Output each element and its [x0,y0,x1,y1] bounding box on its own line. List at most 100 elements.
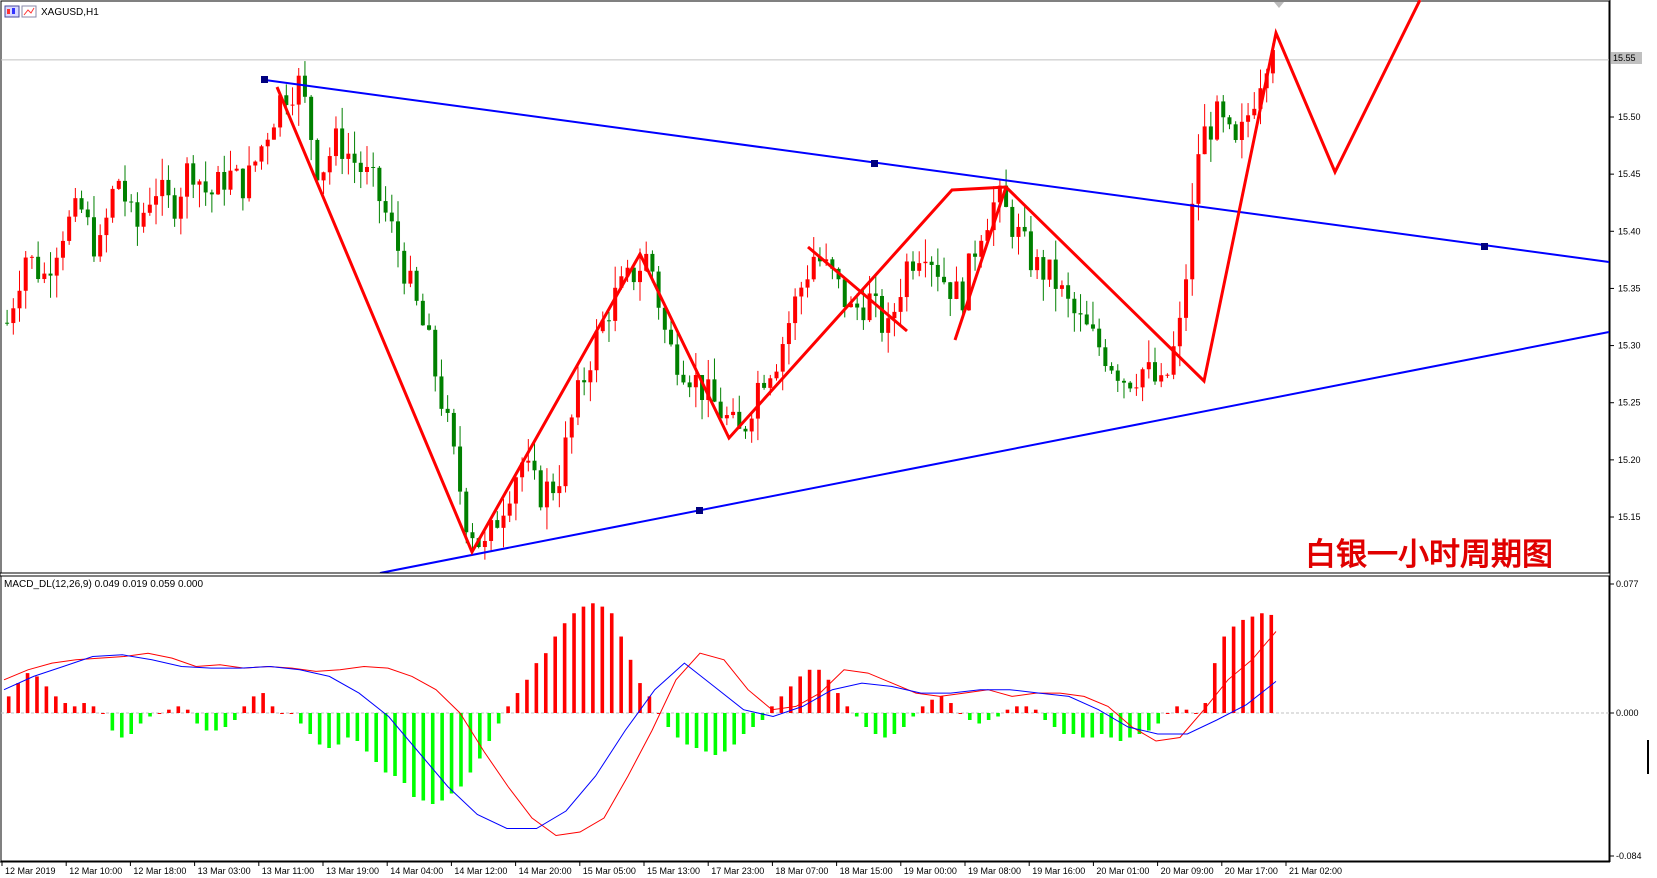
candle-body [1103,347,1108,367]
price-tick-label: 15.40 [1618,226,1641,236]
macd-histogram-bar [732,713,737,745]
time-axis[interactable]: 12 Mar 2019 12 Mar 10:00 12 Mar 18:00 13 Ma… [0,861,1610,876]
candle-body [327,156,332,173]
price-axis[interactable]: 15.50 15.45 15.40 15.35 15.30 15.25 15.20 15.15… [1609,0,1649,862]
candle-body [445,408,450,413]
macd-histogram-bar [1156,713,1161,724]
macd-histogram-bar [101,713,105,714]
candle-body [793,296,798,324]
candle-body [1246,115,1251,122]
macd-histogram-bar [72,706,77,713]
candle-body [470,532,475,539]
candle-body [54,257,59,276]
zigzag-channel-line[interactable] [953,186,1008,341]
candle-body [333,128,338,157]
candle-body [1041,257,1046,280]
price-tick-label: 15.35 [1618,283,1641,293]
macd-histogram [6,603,1274,804]
macd-histogram-bar [883,713,887,738]
time-tick-label: 20 Mar 01:00 [1096,866,1149,876]
trendline-anchor-handle[interactable] [696,507,703,514]
candle-body [371,166,376,168]
candle-body [290,104,295,106]
candle-body [675,344,680,375]
macd-histogram-bar [967,713,972,720]
candle-body [346,153,351,159]
macd-histogram-bar [459,713,463,787]
macd-histogram-bar [6,696,11,713]
current-price-label: 15.55 [1613,53,1636,63]
macd-tick-label: -0.084 [1616,851,1642,861]
macd-histogram-bar [383,713,388,773]
candle-body [433,329,438,377]
macd-histogram-bar [1081,713,1085,738]
candle-body [842,279,847,308]
price-tick-label: 15.20 [1618,455,1641,465]
macd-indicator-label: MACD_DL(12,26,9) 0.049 0.019 0.059 0.000 [4,579,203,590]
price-panel[interactable]: XAGUSD,H1 白银一小时周期图 [0,0,1610,574]
candle-body [755,382,760,419]
candle-body [551,481,556,494]
scroll-handle[interactable] [1647,740,1649,774]
candle-body [1134,387,1139,389]
macd-histogram-bar [572,613,576,713]
candle-body [886,318,891,333]
macd-histogram-bar [119,713,124,738]
macd-histogram-bar [1062,713,1066,734]
candle-body [973,253,978,257]
zigzag-channel-line[interactable] [807,245,908,333]
candle-body [98,235,103,257]
candle-body [1146,362,1151,370]
macd-histogram-bar [336,713,341,745]
macd-histogram-bar [110,713,115,731]
candle-body [203,181,208,193]
macd-histogram-bar [16,683,20,713]
macd-histogram-bar [157,713,162,714]
candle-body [309,96,314,140]
trendline-anchor-handle[interactable] [871,160,878,167]
candle-body [79,198,84,210]
trendline-anchor-handle[interactable] [1481,243,1488,250]
candle-body [873,293,878,296]
macd-histogram-bar [270,706,275,713]
candle-body [1215,101,1220,140]
macd-histogram-bar [63,703,68,713]
macd-histogram-bar [449,713,454,794]
candle-body [1171,346,1176,375]
macd-histogram-bar [911,713,916,717]
macd-panel[interactable]: MACD_DL(12,26,9) 0.049 0.019 0.059 0.000 [0,575,1610,862]
candle-body [724,415,729,419]
candle-body [1202,126,1207,155]
macd-histogram-bar [1241,619,1245,713]
candle-body [594,331,599,371]
candle-body [383,201,388,213]
candle-body [60,240,65,258]
chart-shift-marker-icon[interactable] [1274,2,1284,8]
candle-body [414,270,419,301]
time-tick-label: 12 Mar 2019 [5,866,56,876]
macd-histogram-bar [496,713,501,724]
candle-body [439,376,444,409]
candle-body [1221,101,1226,118]
candle-body [954,281,959,299]
candle-body [1078,313,1083,315]
resistance-trendline[interactable] [264,79,1610,263]
candle-body [1270,50,1275,74]
time-tick-label: 18 Mar 15:00 [840,866,893,876]
candle-body [942,276,947,283]
candle-body [1097,328,1102,348]
candle-body [520,462,525,478]
candle-body [898,297,903,312]
time-tick-label: 14 Mar 04:00 [390,866,443,876]
macd-histogram-bar [1231,626,1236,713]
candle-body [247,165,252,199]
candle-body [296,75,301,105]
zigzag-primary-line[interactable] [275,0,1422,556]
trendline-anchor-handle[interactable] [261,76,268,83]
support-trendline[interactable] [379,331,1610,574]
candle-body [1233,124,1238,140]
candle-body [966,253,971,311]
macd-histogram-bar [506,706,510,713]
candle-body [557,486,562,494]
